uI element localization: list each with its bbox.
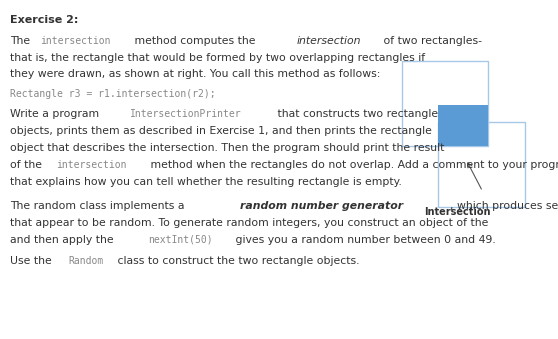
Bar (438, 122, 525, 207)
Text: objects, prints them as described in Exercise 1, and then prints the rectangle: objects, prints them as described in Exe… (10, 126, 432, 136)
Text: nextInt(50): nextInt(50) (148, 235, 213, 244)
Text: Use the: Use the (10, 256, 55, 266)
Text: Random: Random (69, 256, 104, 266)
Text: that constructs two rectangle: that constructs two rectangle (273, 109, 437, 119)
Text: gives you a random number between 0 and 49.: gives you a random number between 0 and … (232, 235, 496, 244)
Text: intersection: intersection (297, 36, 361, 45)
Text: The: The (10, 36, 33, 45)
Text: Rectangle r3 = r1.intersection(r2);: Rectangle r3 = r1.intersection(r2); (10, 89, 216, 99)
Text: Intersection: Intersection (424, 207, 490, 217)
Text: that is, the rectangle that would be formed by two overlapping rectangles if: that is, the rectangle that would be for… (10, 53, 425, 62)
Text: method computes the: method computes the (132, 36, 259, 45)
Text: Exercise 2:: Exercise 2: (10, 15, 79, 25)
Text: Write a program: Write a program (10, 109, 103, 119)
Text: that explains how you can tell whether the resulting rectangle is empty.: that explains how you can tell whether t… (10, 177, 402, 187)
Text: random number generator: random number generator (240, 201, 403, 211)
Text: of the: of the (10, 160, 46, 170)
Text: , which produces sequences of numbers: , which produces sequences of numbers (450, 201, 558, 211)
Text: The random class implements a: The random class implements a (10, 201, 188, 211)
Text: IntersectionPrinter: IntersectionPrinter (129, 109, 241, 119)
Text: intersection: intersection (41, 36, 111, 45)
Text: class to construct the two rectangle objects.: class to construct the two rectangle obj… (114, 256, 359, 266)
Text: and then apply the: and then apply the (10, 235, 117, 244)
Text: they were drawn, as shown at right. You call this method as follows:: they were drawn, as shown at right. You … (10, 69, 381, 79)
Text: that appear to be random. To generate random integers, you construct an object o: that appear to be random. To generate ra… (10, 218, 492, 227)
Text: method when the rectangles do not overlap. Add a comment to your program: method when the rectangles do not overla… (147, 160, 558, 170)
Text: intersection: intersection (56, 160, 126, 170)
Bar (438, 105, 488, 146)
Bar (402, 61, 488, 146)
Text: object that describes the intersection. Then the program should print the result: object that describes the intersection. … (10, 143, 444, 153)
Text: of two rectangles-: of two rectangles- (380, 36, 482, 45)
